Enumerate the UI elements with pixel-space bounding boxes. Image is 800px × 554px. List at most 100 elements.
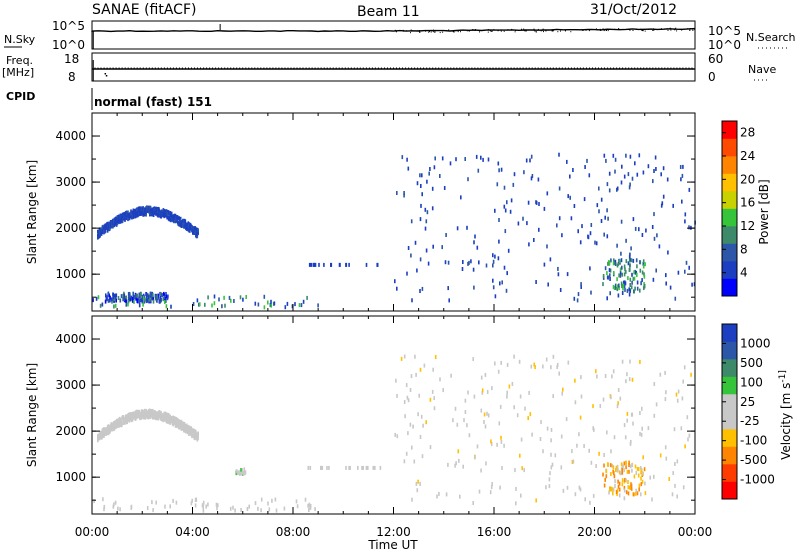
range-cell: [636, 264, 638, 269]
range-cell: [595, 464, 597, 468]
range-cell: [189, 228, 191, 233]
range-cell: [643, 467, 646, 472]
nave-dot: [480, 67, 482, 69]
range-cell: [567, 360, 570, 365]
noise-dot: [629, 29, 631, 31]
range-cell: [119, 421, 122, 426]
range-cell: [498, 218, 500, 222]
range-cell: [521, 466, 523, 471]
nave-dot: [296, 67, 298, 69]
nave-dot: [157, 67, 159, 69]
noise-dot: [479, 31, 480, 33]
range-cell: [240, 471, 242, 476]
range-cell: [530, 154, 533, 159]
range-cell: [149, 291, 152, 296]
range-cell: [492, 285, 495, 290]
nave-dot: [685, 67, 687, 69]
colorbar-swatch: [722, 376, 737, 395]
range-cell: [569, 195, 571, 200]
range-cell: [628, 287, 630, 292]
noise-dot: [627, 29, 629, 30]
noise-dot: [410, 29, 412, 31]
noise-dot: [474, 29, 476, 30]
range-cell: [323, 262, 325, 267]
range-cell: [491, 482, 493, 486]
range-cell: [627, 261, 630, 266]
range-cell: [107, 291, 110, 296]
nave-dot: [622, 67, 624, 69]
nave-dot: [260, 67, 262, 69]
range-cell: [639, 288, 641, 293]
colorbar-tick-label: 8: [740, 242, 748, 256]
nave-dot: [519, 67, 521, 69]
range-cell: [263, 305, 266, 310]
range-cell: [155, 298, 158, 302]
range-cell: [395, 378, 397, 383]
nave-dot: [169, 67, 171, 69]
nave-dot: [471, 67, 473, 69]
colorbar-swatch: [722, 121, 737, 139]
nave-dot: [154, 67, 156, 69]
range-cell: [447, 286, 449, 291]
noise-dot: [515, 30, 517, 31]
range-cell: [531, 432, 533, 437]
range-cell: [609, 463, 612, 468]
range-cell: [138, 299, 141, 304]
velocity-colorbar: 1000 500 100 25 -25 -100 -500 -1000: [721, 323, 775, 500]
range-cell: [610, 258, 612, 263]
nave-dot: [516, 67, 518, 69]
range-cell: [456, 422, 459, 427]
range-cell: [273, 301, 276, 306]
range-cell: [160, 297, 162, 302]
range-cell: [551, 462, 554, 467]
nave-dot: [492, 67, 494, 69]
range-cell: [144, 297, 146, 302]
range-cell: [615, 468, 617, 472]
range-cell: [403, 354, 406, 359]
range-cell: [655, 268, 657, 273]
range-cell: [429, 397, 432, 402]
range-cell: [248, 504, 250, 509]
range-cell: [682, 164, 684, 169]
range-cell: [99, 227, 101, 232]
nave-dot: [148, 67, 150, 69]
range-cell: [433, 406, 436, 411]
range-cell: [419, 435, 422, 439]
range-cell: [118, 220, 120, 225]
range-cell: [623, 423, 626, 428]
range-cell: [633, 270, 635, 275]
range-cell: [433, 396, 435, 401]
range-cell: [629, 252, 631, 257]
range-cell: [534, 365, 536, 370]
range-cell: [625, 153, 627, 158]
range-cell: [396, 191, 398, 195]
velocity-colorbar-label: Velocity [m s-1]: [778, 370, 793, 460]
velocity-panel: 1000 2000 3000 4000 Slant Range [km] 1000 50…: [25, 315, 793, 552]
noise-dot: [582, 29, 584, 31]
range-cell: [224, 303, 226, 308]
nave-dot: [130, 67, 132, 69]
range-cell: [624, 477, 626, 482]
range-cell: [530, 176, 533, 181]
range-cell: [607, 216, 609, 221]
range-cell: [190, 501, 193, 506]
range-cell: [125, 295, 128, 300]
noise-dot: [472, 29, 474, 31]
range-cell: [513, 354, 515, 359]
nave-dot: [534, 67, 536, 69]
range-cell: [669, 285, 672, 290]
noise-dot: [636, 29, 638, 30]
range-cell: [499, 281, 501, 286]
range-cell: [476, 444, 479, 449]
range-cell: [184, 221, 187, 226]
noise-dot: [434, 31, 436, 33]
range-cell: [163, 295, 166, 299]
nave-dot: [579, 67, 581, 69]
noise-dot: [606, 30, 607, 31]
range-cell: [621, 291, 624, 295]
range-cell: [618, 481, 621, 486]
range-cell: [688, 225, 690, 230]
range-cell: [116, 221, 119, 226]
range-cell: [498, 168, 500, 173]
range-cell: [400, 356, 403, 361]
